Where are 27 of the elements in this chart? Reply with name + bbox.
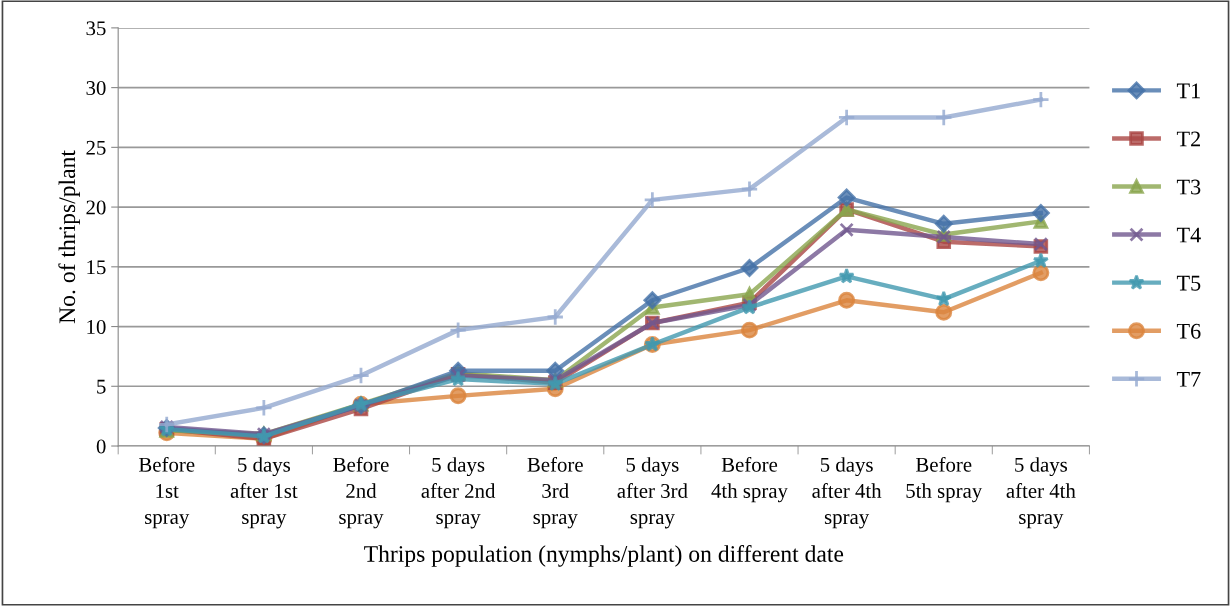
- x-tick-label: Before 2nd spray: [333, 456, 389, 529]
- x-tick-label: Before 5th spray: [906, 456, 983, 503]
- y-tick-label: 5: [97, 379, 106, 394]
- x-tick-label: Before 1st spray: [139, 456, 195, 529]
- y-axis-title: No. of thrips/plant: [58, 150, 80, 324]
- y-tick-label: 25: [86, 140, 106, 155]
- x-tick-label: 5 days after 4th spray: [812, 457, 882, 529]
- y-tick-label: 15: [87, 260, 106, 275]
- legend-label: T7: [1176, 372, 1201, 387]
- legend-label: T5: [1176, 275, 1201, 291]
- x-tick-label: Before 3rd spray: [527, 456, 583, 529]
- legend-label: T2: [1176, 131, 1200, 147]
- x-tick-label: 5 days after 4th spray: [1006, 457, 1076, 529]
- y-tick-label: 0: [96, 439, 106, 454]
- x-axis-title: Thrips population (nymphs/plant) on different date: [364, 545, 844, 567]
- x-tick-label: 5 days after 2nd spray: [421, 457, 496, 529]
- legend-label: T3: [1176, 179, 1201, 195]
- y-tick-label: 35: [86, 21, 106, 36]
- x-tick-label: 5 days after 3rd spray: [617, 457, 688, 529]
- legend-label: T6: [1176, 323, 1201, 339]
- x-tick-label: 5 days after 1st spray: [230, 457, 298, 529]
- y-tick-label: 10: [87, 319, 106, 334]
- legend-label: T4: [1176, 227, 1201, 243]
- y-tick-label: 30: [86, 80, 106, 96]
- legend-label: T1: [1176, 83, 1200, 99]
- y-tick-label: 20: [86, 200, 106, 215]
- x-tick-label: Before 4th spray: [711, 456, 788, 503]
